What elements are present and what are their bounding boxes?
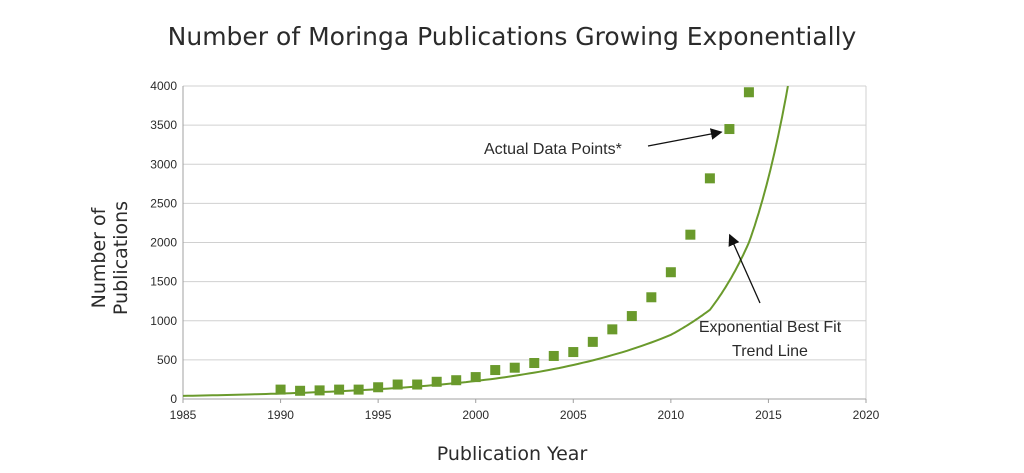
- annotation-trend-line-line1: Exponential Best Fit: [699, 319, 842, 336]
- x-tick-label: 2010: [658, 408, 685, 422]
- y-tick-label: 1000: [150, 314, 177, 328]
- y-tick-label: 2000: [150, 236, 177, 250]
- y-tick-label: 2500: [150, 196, 177, 210]
- data-point: [295, 385, 306, 396]
- data-point: [646, 292, 657, 303]
- annotation-trend-line-line2: Trend Line: [732, 343, 808, 360]
- data-point: [665, 267, 676, 278]
- data-point: [470, 372, 481, 383]
- data-point: [548, 350, 559, 361]
- x-tick-label: 1990: [267, 408, 294, 422]
- data-point: [626, 311, 637, 322]
- annotation-arrow-data-points: [647, 128, 723, 147]
- x-tick-label: 2000: [462, 408, 489, 422]
- data-point: [685, 229, 696, 240]
- data-point: [334, 384, 345, 395]
- data-point: [704, 173, 715, 184]
- data-point: [587, 336, 598, 347]
- data-point: [392, 379, 403, 390]
- trend-line: [183, 86, 789, 397]
- data-point: [529, 358, 540, 369]
- data-point: [314, 385, 325, 396]
- data-point: [275, 384, 286, 395]
- x-tick-label: 1985: [170, 408, 197, 422]
- data-point: [353, 384, 364, 395]
- annotation-arrow-trend-line: [728, 233, 761, 304]
- data-point: [743, 87, 754, 98]
- data-point: [568, 347, 579, 358]
- y-tick-label: 500: [157, 353, 177, 367]
- data-point: [509, 362, 520, 373]
- data-point: [412, 379, 423, 390]
- data-point: [607, 324, 618, 335]
- y-tick-label: 1500: [150, 275, 177, 289]
- data-point: [490, 365, 501, 376]
- x-tick-label: 2005: [560, 408, 587, 422]
- x-tick-label: 2020: [853, 408, 880, 422]
- x-axis-title: Publication Year: [436, 443, 588, 465]
- data-point: [431, 376, 442, 387]
- y-tick-label: 3000: [150, 157, 177, 171]
- data-point: [373, 382, 384, 393]
- chart-title: Number of Moringa Publications Growing E…: [167, 22, 857, 51]
- y-tick-label: 3500: [150, 118, 177, 132]
- data-point: [451, 375, 462, 386]
- x-tick-label: 2015: [755, 408, 782, 422]
- y-tick-label: 0: [170, 392, 177, 406]
- y-tick-label: 4000: [150, 79, 177, 93]
- annotation-actual-data-points: Actual Data Points*: [484, 141, 622, 158]
- data-point: [724, 124, 735, 135]
- x-tick-label: 1995: [365, 408, 392, 422]
